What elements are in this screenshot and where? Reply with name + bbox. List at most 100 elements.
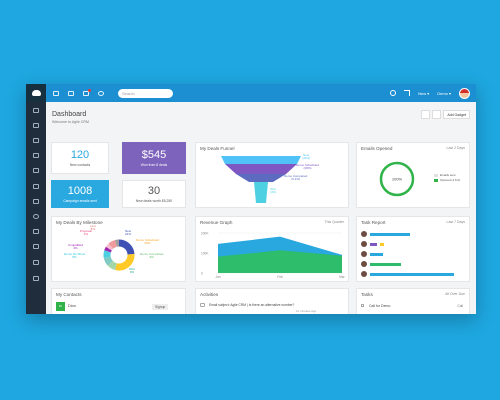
- companies-icon[interactable]: [33, 123, 39, 128]
- panel-title: Task Report: [361, 220, 386, 225]
- milestone-label: Demo Scheduled 30%: [136, 238, 160, 246]
- email-icon: [200, 303, 205, 307]
- history-icon[interactable]: [98, 90, 104, 96]
- panel-title: Revenue Graph: [200, 220, 233, 225]
- task-bar[interactable]: [370, 262, 401, 266]
- task-report-row: [361, 241, 385, 247]
- legend-swatch: [434, 178, 438, 182]
- reports-icon[interactable]: [33, 276, 39, 281]
- donut-segment[interactable]: [105, 243, 114, 251]
- new-contacts-tile[interactable]: 120 New contacts: [51, 142, 109, 174]
- milestone-label: Demo No Show 8%: [64, 252, 86, 260]
- legend-swatch: [434, 173, 438, 177]
- task-bar[interactable]: [380, 242, 385, 246]
- milestone-label: Demo Completed 9%: [140, 252, 164, 260]
- milestone-label: New 24%: [125, 229, 132, 237]
- deals-funnel-panel: My Deals Funnel New (44%) Demo Scheduled(…: [195, 142, 349, 208]
- user-avatar: [361, 231, 367, 237]
- calendar-icon[interactable]: [53, 90, 59, 96]
- donut-segment[interactable]: [104, 246, 112, 253]
- user-menu[interactable]: Demo ▾: [437, 90, 451, 96]
- avatar[interactable]: [459, 87, 470, 99]
- milestone-label: Won 9%: [129, 267, 136, 275]
- integrations-icon[interactable]: [33, 260, 39, 265]
- donut-segment[interactable]: [107, 260, 118, 271]
- add-gadget-button[interactable]: Add Gadget: [443, 110, 470, 119]
- dashboard-content: Dashboard Welcome to Agile CRM Add Gadge…: [46, 102, 476, 314]
- activity-text[interactable]: Email subject: Agile CRM | Is there an a…: [209, 303, 295, 307]
- landing-pages-icon[interactable]: [33, 244, 39, 249]
- panel-title: Tasks: [361, 292, 373, 297]
- task-name[interactable]: Call for Demo: [369, 304, 391, 308]
- panel-title: My Contacts: [56, 292, 82, 297]
- funnel-stage-demo-completed[interactable]: [236, 174, 286, 182]
- x-tick-label: Feb: [277, 275, 283, 279]
- donut-segment[interactable]: [108, 239, 118, 249]
- notifications-icon[interactable]: [83, 88, 91, 96]
- top-bar: Search New ▾ Demo ▾: [26, 84, 476, 102]
- task-checkbox[interactable]: [361, 304, 364, 307]
- won-tile[interactable]: $545 Won from 8 deals: [122, 142, 186, 174]
- donut-segment[interactable]: [103, 250, 111, 258]
- funnel-label: Demo Scheduled (28%): [296, 163, 320, 171]
- web-icon[interactable]: [33, 214, 39, 219]
- grid-button[interactable]: [421, 110, 431, 119]
- task-bar[interactable]: [370, 232, 410, 236]
- y-tick-label: 100K: [201, 252, 209, 256]
- task-report-row: [361, 271, 454, 277]
- help-icon[interactable]: [390, 90, 397, 96]
- task-report-row: [361, 261, 401, 267]
- task-report-row: [361, 251, 384, 257]
- tile-value: $545: [141, 149, 167, 161]
- panel-title: My Deals Funnel: [200, 146, 235, 151]
- documents-icon[interactable]: [33, 168, 39, 173]
- activities-panel: Activities Email subject: Agile CRM | Is…: [195, 288, 349, 314]
- activity-time: 11 minutes ago: [296, 309, 317, 313]
- new-menu[interactable]: New ▾: [418, 90, 430, 96]
- period-label: Last 2 Days: [446, 146, 465, 150]
- y-tick-label: 200K: [201, 232, 209, 236]
- emails-tile[interactable]: 1008 Campaign emails sent: [51, 180, 109, 208]
- task-tag: Call: [457, 304, 463, 308]
- page-title: Dashboard: [52, 111, 87, 118]
- donut-segment[interactable]: [118, 239, 135, 255]
- forms-icon[interactable]: [33, 229, 39, 234]
- tile-label: Campaign emails sent: [63, 199, 97, 203]
- new-deals-tile[interactable]: 30 New deals worth $5,250: [122, 180, 186, 208]
- search-input[interactable]: Search: [118, 88, 173, 98]
- contact-name[interactable]: Dion: [68, 304, 76, 308]
- report-icon[interactable]: [68, 90, 74, 96]
- user-avatar: [361, 271, 367, 277]
- donut-segment[interactable]: [115, 254, 135, 271]
- funnel-stage-new[interactable]: [221, 156, 301, 164]
- x-tick-label: Mar: [339, 275, 345, 279]
- contacts-icon[interactable]: [33, 108, 39, 113]
- settings-button[interactable]: [432, 110, 442, 119]
- funnel-stage-demo-scheduled[interactable]: [225, 164, 297, 174]
- tile-label: Won from 8 deals: [140, 163, 168, 167]
- workflows-icon[interactable]: [33, 184, 39, 189]
- contact-avatar[interactable]: DI: [56, 302, 65, 311]
- tile-label: New deals worth $5,250: [135, 199, 173, 203]
- deals-icon[interactable]: [33, 138, 39, 143]
- task-report-panel: Task Report Last 7 Days: [356, 216, 470, 282]
- cases-icon[interactable]: [33, 153, 39, 158]
- legend-sent: Emails sent: [434, 173, 456, 177]
- funnel-stage-won[interactable]: [254, 182, 268, 203]
- task-bar[interactable]: [370, 252, 384, 256]
- panel-title: My Deals By Milestone: [56, 220, 103, 225]
- tasks-filter[interactable]: All Over Due: [445, 292, 465, 296]
- contact-badge: Signup: [152, 304, 169, 310]
- my-contacts-panel: My Contacts DI Dion Signup: [51, 288, 186, 314]
- task-report-row: [361, 231, 410, 237]
- cloud-icon: [31, 90, 41, 96]
- task-bar[interactable]: [370, 272, 454, 276]
- task-bar[interactable]: [370, 242, 378, 246]
- expand-icon[interactable]: [404, 90, 411, 96]
- donut-ring: [379, 161, 415, 197]
- revenue-area-series[interactable]: [218, 250, 342, 273]
- tile-value: 30: [147, 185, 161, 197]
- logo[interactable]: [26, 84, 46, 102]
- chat-icon[interactable]: [33, 199, 39, 204]
- donut-segment[interactable]: [103, 256, 113, 266]
